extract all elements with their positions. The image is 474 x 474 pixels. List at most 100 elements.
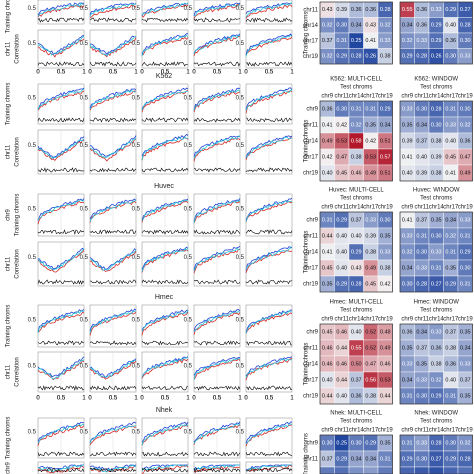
x-tick-label: 0.5 <box>213 396 222 402</box>
x-tick-label: 0.5 <box>57 70 66 76</box>
cell-value: 0.31 <box>416 233 427 239</box>
row-label: Correlation <box>15 137 21 166</box>
mini-plot: 0.5 <box>132 193 189 237</box>
row-label: chr17 <box>303 38 319 44</box>
x-tick-label: 0.5 <box>265 396 274 402</box>
trace <box>141 2 189 16</box>
y-tick-label: 0.5 <box>184 96 193 102</box>
cell-value: 0.31 <box>336 38 347 44</box>
row-label: Correlation <box>15 249 21 278</box>
cell-value: 0.35 <box>416 361 427 367</box>
row-label: chr9 <box>306 330 318 336</box>
x-tick-label: 0.5 <box>109 396 118 402</box>
noise-trace <box>37 340 85 346</box>
mini-plot: 0.5 <box>28 129 85 175</box>
cell-value: 0.49 <box>365 170 376 176</box>
col-header: Test chroms <box>340 85 372 91</box>
x-tick-label: 0.5 <box>57 396 66 402</box>
cell-value: 0.49 <box>460 170 471 176</box>
cell-value: 0.39 <box>336 7 347 13</box>
cell-value: 0.46 <box>351 170 362 176</box>
cell-value: 0.42 <box>336 122 347 128</box>
noise-trace <box>141 17 189 23</box>
x-tick-label: 0 <box>192 70 196 76</box>
mini-plot <box>193 461 241 474</box>
mini-plot: 0.5 <box>80 129 137 175</box>
noise-trace <box>37 17 85 23</box>
mini-plot: 0.5 <box>236 83 293 125</box>
mini-plot: 0.5 <box>132 241 189 287</box>
cell-value: 0.37 <box>416 217 427 223</box>
cell-value: 0.32 <box>322 23 333 29</box>
x-tick-label: 0 <box>244 70 248 76</box>
row-label: chr17 <box>303 155 319 161</box>
mini-plot: 0.5 0 0.5 1 <box>236 29 294 76</box>
cell-value: 0.39 <box>416 170 427 176</box>
trace <box>37 421 85 442</box>
noise-trace <box>193 340 241 346</box>
x-tick-label: 1 <box>186 70 190 76</box>
y-tick-label: 0.5 <box>80 143 89 149</box>
y-tick-label: 0.5 <box>80 41 89 47</box>
cell-value: 0.38 <box>431 138 442 144</box>
trace <box>245 421 293 444</box>
x-tick-label: 0 <box>140 70 144 76</box>
col-label: chr11 <box>414 94 429 100</box>
cell-value: 0.33 <box>416 440 427 446</box>
cell-value: 0.42 <box>365 138 376 144</box>
cell-value: 0.29 <box>445 7 456 13</box>
trace <box>245 89 293 111</box>
cell-value: 0.33 <box>460 54 471 60</box>
cell-value: 0.33 <box>402 106 413 112</box>
mini-plot: 0.5 0 0.5 1 <box>28 351 86 402</box>
noise-trace <box>37 467 85 473</box>
cell-value: 0.46 <box>322 345 333 351</box>
row-label: chr19 <box>303 171 319 177</box>
y-tick-label: 0.5 <box>184 41 193 47</box>
cell-value: 0.28 <box>460 456 471 462</box>
cell-value: 0.41 <box>365 38 376 44</box>
cell-value: 0.33 <box>365 217 376 223</box>
cell-value: 0.52 <box>365 345 376 351</box>
trace <box>141 310 189 332</box>
row-label: chr14 <box>303 139 319 145</box>
trace <box>245 246 293 271</box>
row-label: chr9 <box>306 218 318 224</box>
y-tick-label: 0.5 <box>80 255 89 261</box>
heat-frame <box>319 1 393 65</box>
trace <box>89 4 137 19</box>
trace <box>245 35 293 57</box>
cell-value: 0.36 <box>351 7 362 13</box>
trace <box>245 137 293 161</box>
heat-cell <box>319 466 335 474</box>
y-tick-label: 0.5 <box>184 143 193 149</box>
mini-plot: 0.5 <box>132 129 189 175</box>
panel-title: Nhek: WINDOW <box>414 411 458 417</box>
cell-value: 0.39 <box>402 138 413 144</box>
x-tick-label: 0 <box>88 396 92 402</box>
cell-value: 0.36 <box>402 329 413 335</box>
cell-value: 0.42 <box>380 281 391 287</box>
row-label: chr17 <box>303 378 319 384</box>
heat-frame <box>319 100 393 182</box>
cell-value: 0.38 <box>365 393 376 399</box>
x-tick-label: 1 <box>290 70 294 76</box>
mini-plot: 0.5 0 0.5 1 <box>80 304 138 402</box>
cell-value: 0.36 <box>416 7 427 13</box>
trace <box>245 310 293 334</box>
noise-trace <box>245 385 293 391</box>
noise-trace <box>141 340 189 346</box>
mini-plot: 0.5 0 0.5 1 <box>132 29 190 76</box>
row-label: Correlation <box>15 357 21 386</box>
cell-value: 0.36 <box>416 23 427 29</box>
y-tick-label: 0.5 <box>184 430 193 436</box>
x-tick-label: 0.5 <box>109 70 118 76</box>
trace <box>141 356 189 378</box>
mini-plot: 0.5 <box>132 83 189 125</box>
cell-value: 0.30 <box>460 38 471 44</box>
cell-value: 0.31 <box>365 106 376 112</box>
trace <box>245 201 293 223</box>
section-title: Hmec <box>155 294 174 301</box>
y-tick-label: 0.5 <box>132 317 141 323</box>
